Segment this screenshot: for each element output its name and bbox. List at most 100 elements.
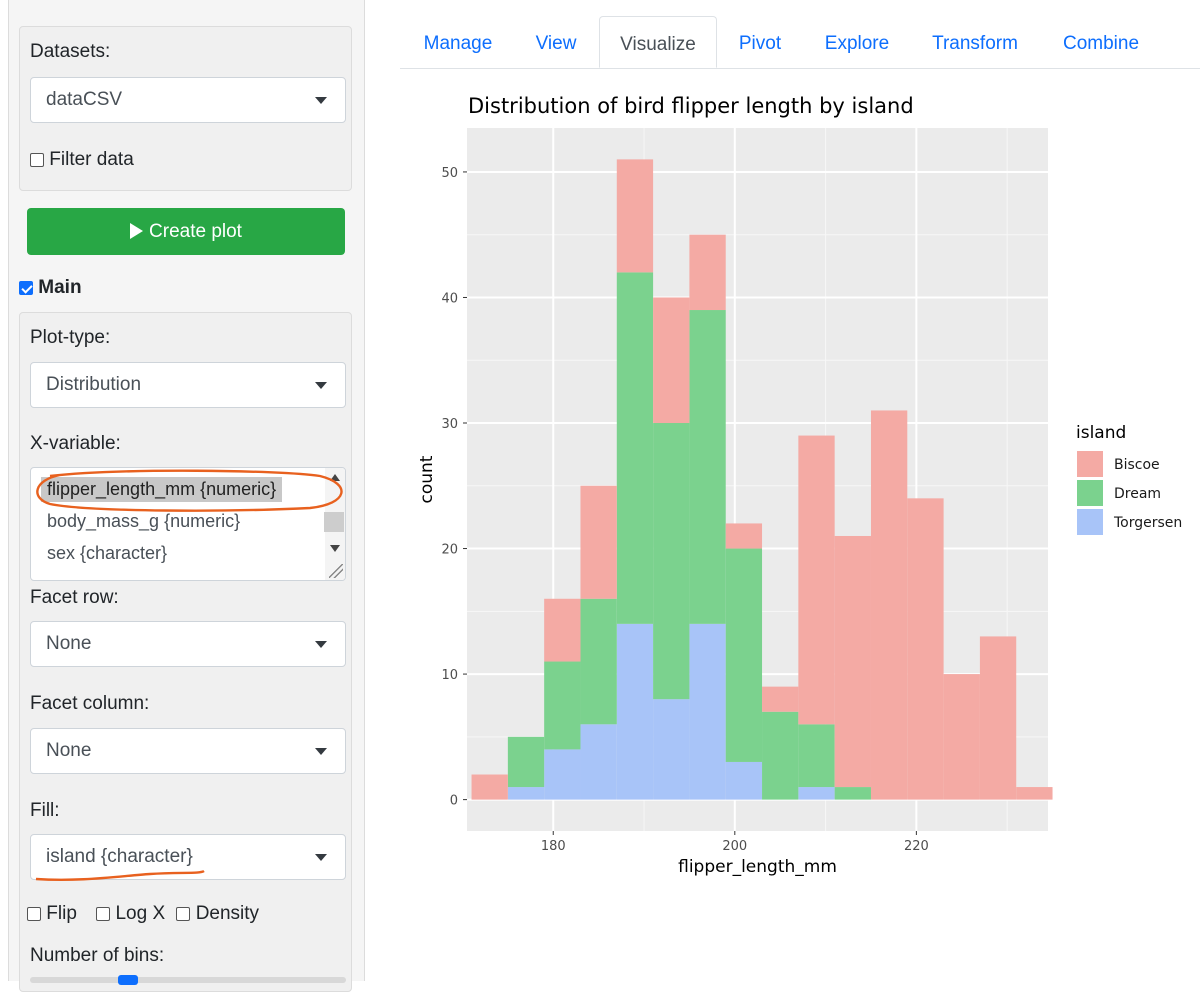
fill-select[interactable]: island {character}: [30, 834, 346, 880]
create-plot-button[interactable]: Create plot: [27, 208, 345, 255]
x-variable-listbox[interactable]: flipper_length_mm {numeric} body_mass_g …: [30, 467, 346, 581]
x-tick-label: 180: [541, 839, 566, 854]
filter-data-checkbox[interactable]: Filter data: [30, 149, 134, 171]
legend-key-torgersen: [1077, 509, 1103, 535]
y-tick-label: 50: [441, 166, 458, 181]
chevron-down-icon: [315, 382, 327, 389]
legend-label: Dream: [1114, 486, 1161, 502]
density-label: Density: [195, 903, 260, 924]
main-label: Main: [38, 277, 82, 298]
histogram-chart: 0 10 20 30 40 50 180 200 220 Distribution of bird…: [417, 94, 1182, 877]
y-tick-label: 30: [441, 417, 458, 432]
checkbox-icon: [96, 907, 111, 921]
x-variable-option[interactable]: sex {character}: [47, 543, 168, 563]
main-checkbox[interactable]: Main: [19, 277, 82, 299]
plot-type-value: Distribution: [46, 374, 142, 395]
bar-biscoe: [1016, 787, 1053, 800]
y-axis-title: count: [417, 455, 437, 503]
legend-key-biscoe: [1077, 451, 1103, 477]
facet-row-value: None: [46, 633, 92, 654]
facet-column-value: None: [46, 740, 92, 761]
filter-data-label: Filter data: [49, 149, 134, 170]
chevron-down-icon: [315, 748, 327, 755]
bar-dream: [834, 787, 871, 800]
play-icon: [130, 223, 144, 239]
bar-torgersen: [616, 623, 654, 800]
tab-bar: Manage View Visualize Pivot Explore Tran…: [400, 16, 1200, 69]
bar-biscoe: [725, 523, 763, 549]
y-tick-label: 20: [441, 543, 458, 558]
x-tick-label: 200: [722, 839, 747, 854]
bar-biscoe: [471, 774, 508, 800]
dataset-select-value: dataCSV: [46, 89, 123, 110]
datasets-label: Datasets:: [30, 41, 111, 62]
bins-label: Number of bins:: [30, 945, 165, 966]
checkbox-icon: [176, 907, 191, 921]
sidebar: Datasets: dataCSV Filter data Create plo…: [8, 0, 365, 992]
bar-biscoe: [943, 674, 980, 800]
chevron-down-icon: [315, 854, 327, 861]
dataset-select[interactable]: dataCSV: [30, 77, 346, 123]
bar-biscoe: [689, 234, 726, 311]
bar-biscoe: [653, 297, 690, 424]
tab-combine[interactable]: Combine: [1062, 33, 1140, 54]
main-panel: Plot-type: Distribution X-variable: flip…: [19, 312, 352, 992]
chevron-down-icon: [315, 641, 327, 648]
legend: island Biscoe Dream Torgersen: [1076, 423, 1182, 535]
bar-torgersen: [507, 787, 545, 800]
bar-dream: [762, 711, 799, 800]
bar-dream: [507, 736, 545, 788]
checkbox-checked-icon: [19, 281, 33, 295]
bar-dream: [798, 724, 835, 788]
tab-pivot[interactable]: Pivot: [738, 33, 782, 54]
y-tick-label: 40: [441, 291, 458, 306]
log-x-checkbox[interactable]: Log X: [96, 903, 165, 924]
resize-handle-icon[interactable]: [329, 564, 343, 578]
density-checkbox[interactable]: Density: [176, 903, 259, 924]
create-plot-label: Create plot: [149, 221, 242, 242]
legend-label: Biscoe: [1114, 457, 1160, 473]
clipped-option: [51, 468, 271, 469]
bar-biscoe: [544, 598, 581, 662]
bar-dream: [725, 548, 763, 762]
bar-torgersen: [725, 761, 763, 800]
tab-transform[interactable]: Transform: [932, 33, 1018, 54]
checkbox-icon: [30, 153, 44, 167]
dataset-panel: Datasets: dataCSV Filter data: [19, 26, 352, 191]
bar-torgersen: [580, 724, 617, 800]
legend-label: Torgersen: [1113, 515, 1182, 531]
bar-biscoe: [616, 159, 654, 273]
tab-explore[interactable]: Explore: [824, 33, 890, 54]
bins-slider-track[interactable]: [30, 975, 346, 985]
plot-type-select[interactable]: Distribution: [30, 362, 346, 408]
bar-biscoe: [834, 535, 871, 788]
chart-title: Distribution of bird flipper length by i…: [468, 94, 914, 118]
bar-torgersen: [653, 699, 690, 800]
scroll-down-icon[interactable]: [330, 545, 340, 552]
bar-torgersen: [689, 623, 726, 800]
bar-dream: [616, 272, 654, 624]
x-variable-option-selected[interactable]: flipper_length_mm {numeric}: [41, 477, 283, 502]
facet-row-select[interactable]: None: [30, 621, 346, 667]
tab-manage[interactable]: Manage: [423, 33, 493, 54]
scroll-up-icon[interactable]: [330, 474, 340, 481]
facet-column-select[interactable]: None: [30, 728, 346, 774]
bar-biscoe: [979, 636, 1017, 800]
bar-torgersen: [798, 787, 835, 800]
checkbox-icon: [27, 907, 41, 921]
chevron-down-icon: [315, 97, 327, 104]
scroll-thumb[interactable]: [324, 512, 344, 532]
flip-checkbox[interactable]: Flip: [27, 903, 77, 924]
x-variable-option[interactable]: body_mass_g {numeric}: [47, 511, 241, 531]
facet-column-label: Facet column:: [30, 693, 150, 714]
tab-view[interactable]: View: [535, 33, 577, 54]
tab-visualize[interactable]: Visualize: [599, 16, 717, 68]
bins-slider-handle[interactable]: [118, 975, 138, 985]
facet-row-label: Facet row:: [30, 587, 119, 608]
x-axis-title: flipper_length_mm: [678, 857, 837, 877]
fill-label: Fill:: [30, 800, 60, 821]
bar-biscoe: [907, 498, 944, 800]
bar-dream: [689, 310, 726, 624]
bar-dream: [653, 423, 690, 700]
bar-biscoe: [870, 410, 908, 800]
